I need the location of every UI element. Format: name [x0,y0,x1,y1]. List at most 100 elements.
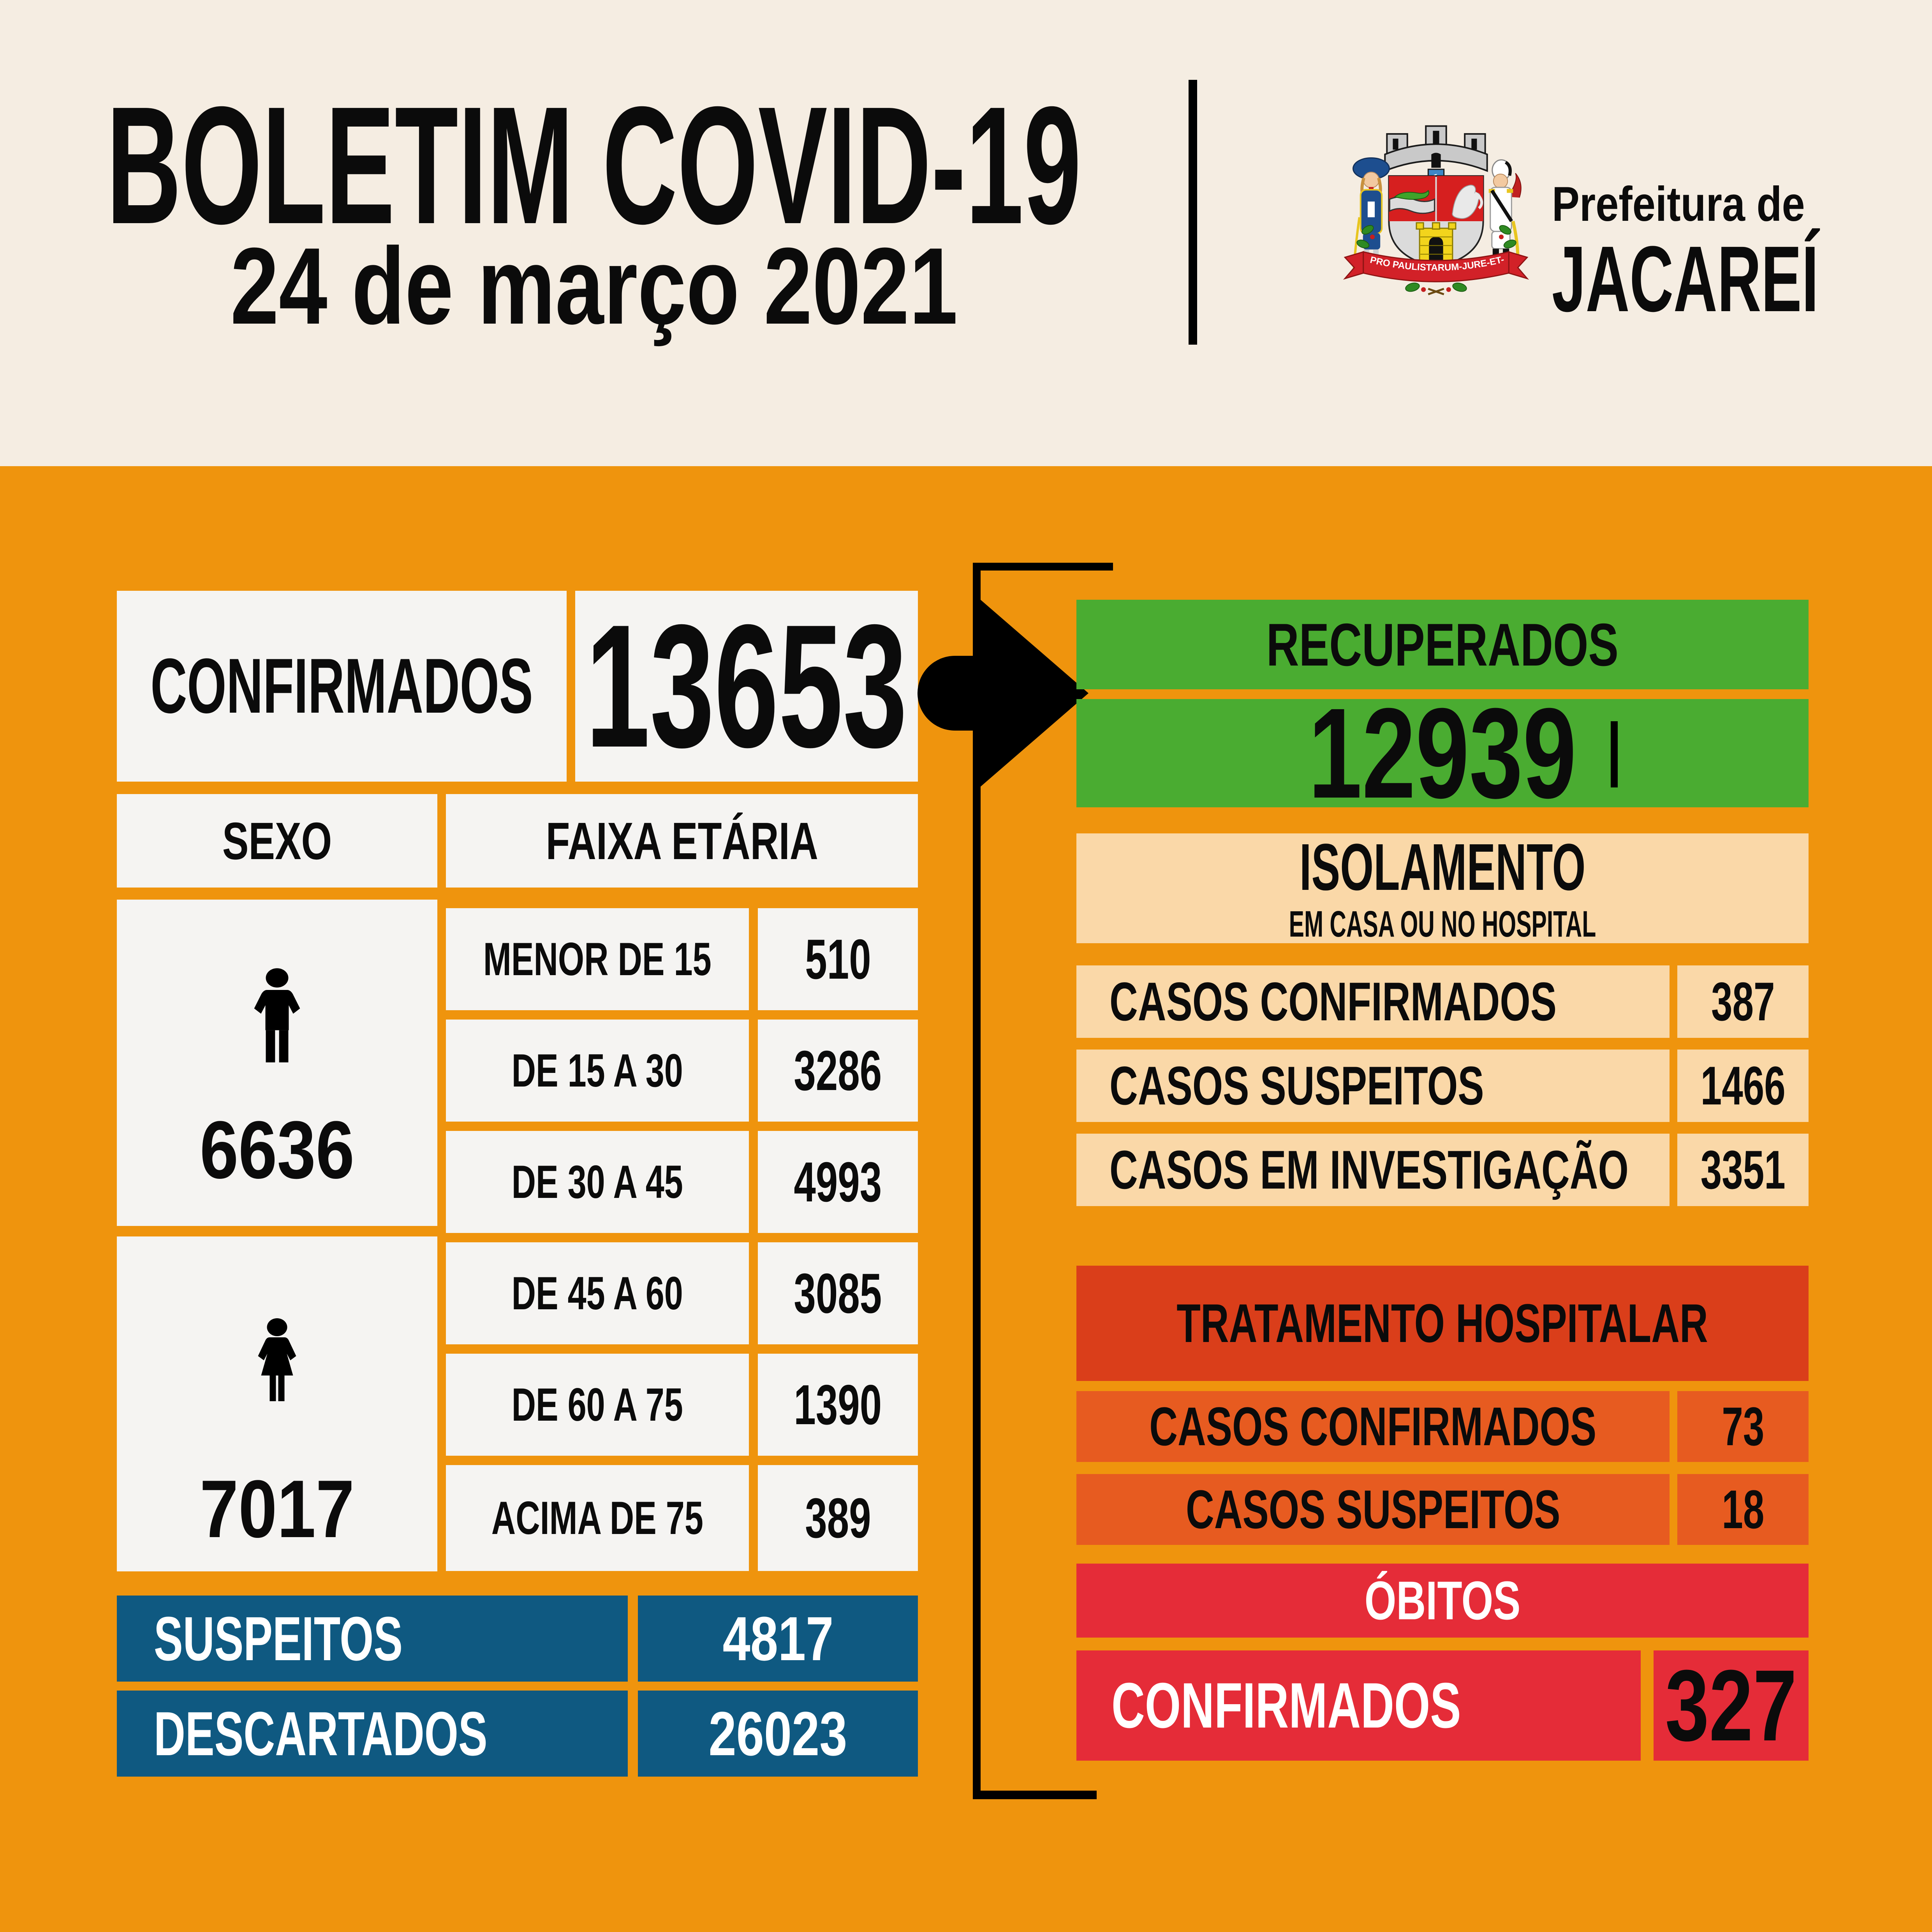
suspeitos-value-bar: 4817 [638,1596,918,1682]
age-row-value-text: 1390 [794,1373,882,1436]
confirmados-label: CONFIRMADOS [150,643,533,729]
sexo-header-label: SEXO [222,811,332,870]
cursor-tick [1611,721,1618,787]
age-row-label-text: MENOR DE 15 [483,933,712,985]
age-row-value-text: 389 [805,1486,871,1550]
age-row-value-text: 3085 [794,1261,882,1325]
header-divider [1189,80,1197,345]
right-arrow-icon [918,656,984,731]
suspeitos-label-bar: SUSPEITOS [117,1596,628,1682]
age-row-label-text: DE 60 A 75 [511,1379,683,1431]
hosp-row-value: 18 [1677,1474,1809,1545]
obitos-row-label-text: CONFIRMADOS [1111,1670,1461,1741]
age-row-value: 3286 [758,1020,918,1122]
age-row-label: DE 45 A 60 [446,1242,749,1344]
org-name-line1-text: Prefeitura de [1552,177,1805,231]
suspeitos-label: SUSPEITOS [154,1603,403,1673]
male-person-icon [254,968,300,1062]
suspeitos-value: 4817 [722,1603,833,1673]
confirmados-value-card: 13653 [575,591,918,782]
age-row-label: DE 15 A 30 [446,1020,749,1122]
iso-row-value-text: 387 [1711,971,1775,1032]
age-row-value: 1390 [758,1354,918,1456]
confirmados-label-card: CONFIRMADOS [117,591,567,782]
obitos-row-value-text: 327 [1665,1649,1797,1762]
age-row-label: MENOR DE 15 [446,908,749,1010]
female-count: 7017 [199,1463,355,1555]
hosp-row-label: CASOS SUSPEITOS [1076,1474,1670,1545]
age-row-value: 4993 [758,1131,918,1233]
age-row-label-text: DE 15 A 30 [511,1044,683,1097]
age-row-label-text: ACIMA DE 75 [491,1492,704,1544]
page-title: BOLETIM COVID-19 [58,82,1129,249]
right-arrow-head [978,598,1088,789]
age-row-value-text: 3286 [794,1039,882,1102]
obitos-title: ÓBITOS [1364,1570,1521,1631]
descartados-value-bar: 26023 [638,1691,918,1777]
descartados-value: 26023 [708,1698,847,1768]
recuperados-value: 12939 [1308,681,1577,825]
male-count: 6636 [199,1104,355,1196]
descartados-label-bar: DESCARTADOS [117,1691,628,1777]
org-name-line2-text: JACAREÍ [1552,227,1819,331]
female-person-icon [258,1318,296,1401]
age-row-label: DE 60 A 75 [446,1354,749,1456]
iso-row-value-text: 3351 [1700,1139,1786,1200]
male-card: 6636 [117,900,437,1226]
org-name-line1: Prefeitura de [1552,180,1849,229]
age-row-label: DE 30 A 45 [446,1131,749,1233]
header-band [0,0,1932,466]
hosp-row-label: CASOS CONFIRMADOS [1076,1391,1670,1462]
isolamento-header: ISOLAMENTO EM CASA OU NO HOSPITAL [1076,833,1809,943]
age-row-value: 389 [758,1465,918,1571]
descartados-label: DESCARTADOS [154,1698,488,1768]
recuperados-value-bar: 12939 [1076,689,1809,817]
recuperados-label: RECUPERADOS [1266,611,1619,678]
iso-row-label-text: CASOS EM INVESTIGAÇÃO [1110,1139,1629,1200]
page-date-text: 24 de março 2021 [230,225,958,347]
iso-row-label-text: CASOS CONFIRMADOS [1110,971,1557,1032]
crest-leaves [1356,225,1516,296]
bracket-top-line [973,563,1113,571]
iso-row-label: CASOS EM INVESTIGAÇÃO [1076,1134,1670,1206]
hosp-row-value: 73 [1677,1391,1809,1462]
crest-right-figure [1488,159,1522,269]
hosp-row-label-text: CASOS SUSPEITOS [1185,1479,1560,1540]
age-row-label: ACIMA DE 75 [446,1465,749,1571]
crest-crown [1384,125,1488,172]
faixa-etaria-header-label: FAIXA ETÁRIA [546,811,818,870]
isolamento-title: ISOLAMENTO [1299,830,1586,904]
faixa-etaria-header-card: FAIXA ETÁRIA [446,794,918,888]
iso-row-value: 3351 [1677,1134,1809,1206]
hosp-row-label-text: CASOS CONFIRMADOS [1149,1396,1597,1457]
age-row-value-text: 4993 [794,1150,882,1213]
age-row-label-text: DE 30 A 45 [511,1156,683,1208]
crest-shield [1388,175,1484,268]
page-date: 24 de março 2021 [58,232,1129,341]
tratamento-title: TRATAMENTO HOSPITALAR [1176,1293,1708,1354]
obitos-row-value: 327 [1654,1650,1809,1761]
bracket-bottom-line [973,1791,1097,1799]
crest-tower [1416,222,1456,264]
female-card: 7017 [117,1236,437,1571]
page-title-text: BOLETIM COVID-19 [106,72,1081,259]
iso-row-value: 387 [1677,965,1809,1038]
obitos-row-label: CONFIRMADOS [1076,1650,1641,1761]
age-row-label-text: DE 45 A 60 [511,1267,683,1319]
tratamento-header: TRATAMENTO HOSPITALAR [1076,1266,1809,1381]
sexo-header-card: SEXO [117,794,437,888]
confirmados-value: 13653 [586,588,907,784]
age-row-value: 510 [758,908,918,1010]
isolamento-subtitle: EM CASA OU NO HOSPITAL [1289,903,1596,945]
iso-row-label: CASOS CONFIRMADOS [1076,965,1670,1038]
iso-row-value-text: 1466 [1700,1055,1786,1116]
iso-row-value: 1466 [1677,1050,1809,1122]
hosp-row-value-text: 73 [1721,1396,1764,1457]
iso-row-label: CASOS SUSPEITOS [1076,1050,1670,1122]
age-row-value-text: 510 [805,927,871,991]
hosp-row-value-text: 18 [1721,1479,1764,1540]
iso-row-label-text: CASOS SUSPEITOS [1110,1055,1484,1116]
jacarei-coat-of-arms-icon: PRO PAULISTARUM-JURE-ET-HONORE [1330,103,1529,296]
age-row-value: 3085 [758,1242,918,1344]
